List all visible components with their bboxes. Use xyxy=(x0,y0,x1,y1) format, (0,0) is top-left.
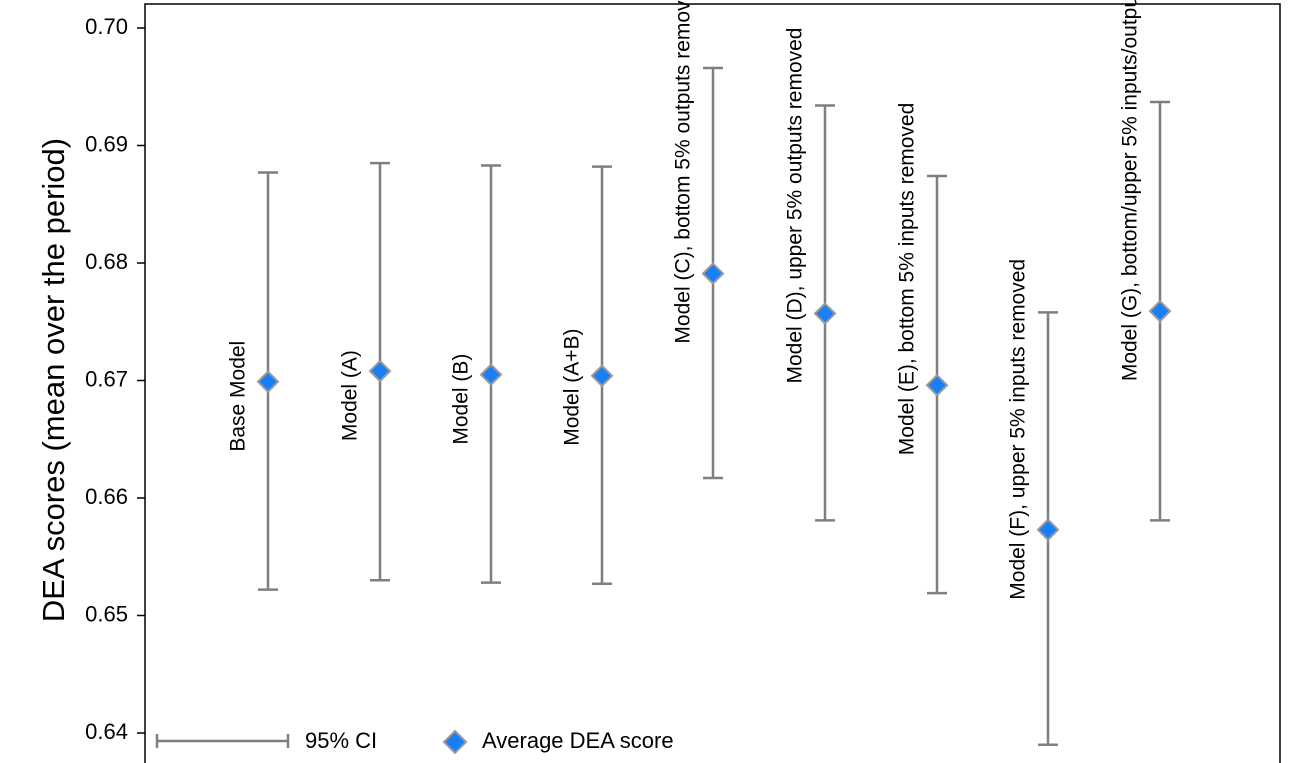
category-label: Model (A) xyxy=(339,350,362,441)
mean-marker xyxy=(813,302,837,325)
category-label: Model (E), bottom 5% inputs removed xyxy=(896,103,919,456)
mean-marker xyxy=(925,373,949,397)
mean-marker xyxy=(1148,299,1172,323)
y-tick-label: 0.67 xyxy=(85,366,128,391)
y-axis: 0.70 0.69 0.68 0.67 0.66 0.65 0.64 xyxy=(85,14,145,744)
mean-marker xyxy=(1036,518,1060,542)
category-label: Model (G), bottom/upper 5% inputs/output… xyxy=(1119,0,1142,381)
legend-ci-label: 95% CI xyxy=(305,728,377,753)
mean-marker xyxy=(701,262,725,285)
y-tick-label: 0.65 xyxy=(85,601,128,626)
legend-diamond-icon xyxy=(442,729,468,755)
y-tick-label: 0.70 xyxy=(85,14,128,39)
y-tick-label: 0.69 xyxy=(85,131,128,156)
mean-marker xyxy=(256,370,280,394)
y-axis-label: DEA scores (mean over the period) xyxy=(36,138,71,622)
mean-marker xyxy=(368,359,392,383)
category-label: Model (F), upper 5% inputs removed xyxy=(1007,259,1030,600)
legend: 95% CI Average DEA score xyxy=(155,728,674,755)
mean-marker xyxy=(590,364,614,388)
category-label: Model (A+B) xyxy=(561,329,584,446)
y-tick-label: 0.64 xyxy=(85,719,128,744)
legend-mean-label: Average DEA score xyxy=(482,728,674,753)
mean-marker xyxy=(479,363,503,387)
category-label: Model (B) xyxy=(450,354,473,445)
chart-marks: Base Model Model (A) Model (B) Model (A+B) M… xyxy=(227,0,1172,746)
category-label: Model (D), upper 5% outputs removed xyxy=(784,28,807,384)
category-label: Model (C), bottom 5% outputs removed xyxy=(672,0,695,344)
category-label: Base Model xyxy=(227,341,250,452)
plot-frame xyxy=(144,3,1281,763)
y-tick-label: 0.66 xyxy=(85,484,128,509)
y-tick-label: 0.68 xyxy=(85,249,128,274)
